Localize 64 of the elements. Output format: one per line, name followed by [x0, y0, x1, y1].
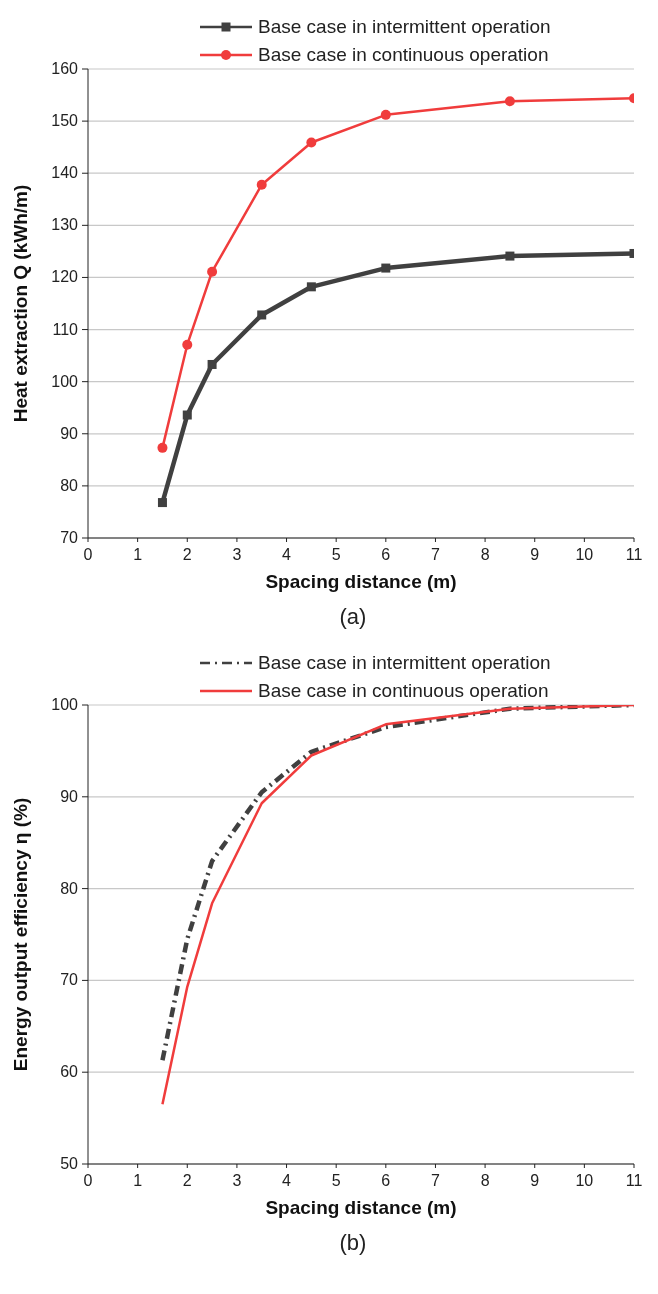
y-tick-label: 140 [51, 164, 79, 182]
y-tick-label: 90 [60, 787, 79, 805]
y-tick-label: 100 [51, 372, 79, 390]
x-tick-label: 0 [83, 546, 93, 563]
x-tick-label: 5 [331, 1172, 341, 1189]
x-axis-title: Spacing distance (m) [265, 1197, 457, 1218]
y-tick-label: 50 [60, 1155, 79, 1172]
point [504, 96, 515, 107]
y-tick-label: 100 [51, 696, 79, 713]
point [256, 179, 267, 190]
x-tick-label: 7 [431, 1172, 440, 1189]
x-tick-label: 1 [133, 1172, 143, 1189]
x-tick-label: 9 [530, 1172, 540, 1189]
text: (a) [338, 604, 368, 630]
x-tick-label: 3 [232, 1172, 242, 1189]
point [207, 266, 218, 277]
point [182, 410, 192, 420]
x-tick-label: 6 [381, 1172, 391, 1189]
x-tick-label: 9 [530, 546, 540, 563]
x-tick-label: 4 [282, 1172, 292, 1189]
point [380, 109, 391, 120]
y-tick-label: 60 [60, 1063, 79, 1081]
x-tick-label: 5 [331, 546, 341, 563]
point [505, 251, 515, 261]
x-axis-title: Spacing distance (m) [265, 571, 457, 592]
point [257, 310, 267, 320]
y-axis-title: Heat extraction Q (kWh/m) [9, 184, 31, 423]
x-tick-label: 10 [575, 1172, 594, 1189]
y-tick-label: 90 [60, 424, 79, 442]
x-tick-label: 4 [282, 546, 292, 563]
x-tick-label: 6 [381, 546, 391, 563]
y-tick-label: 130 [51, 216, 79, 234]
y-tick-label: 70 [60, 529, 79, 546]
x-tick-label: 2 [182, 1172, 192, 1189]
x-tick-label: 7 [431, 546, 440, 563]
point [182, 339, 193, 350]
x-tick-label: 10 [575, 546, 594, 563]
legend-label: Base case in continuous operation [258, 43, 549, 67]
y-tick-label: 80 [60, 476, 79, 494]
x-tick-label: 2 [182, 546, 192, 563]
legend-label: Base case in continuous operation [258, 679, 549, 703]
x-tick-label: 1 [133, 546, 143, 563]
point [306, 137, 317, 148]
point [157, 498, 167, 508]
x-tick-label: 8 [480, 546, 490, 563]
y-tick-label: 80 [60, 879, 79, 897]
y-axis-title: Energy output efficiency η (%) [9, 797, 31, 1072]
y-tick-label: 110 [52, 320, 79, 338]
y-tick-label: 160 [51, 60, 79, 77]
x-tick-label: 3 [232, 546, 242, 563]
point [381, 263, 391, 273]
point [306, 282, 316, 292]
y-tick-label: 70 [60, 971, 79, 989]
text: (b) [338, 1230, 368, 1256]
legend-label: Base case in intermittent operation [258, 15, 551, 39]
x-tick-label: 8 [480, 1172, 490, 1189]
y-tick-label: 150 [51, 112, 79, 130]
x-tick-label: 11 [625, 546, 643, 563]
legend-label: Base case in intermittent operation [258, 651, 551, 675]
x-tick-label: 11 [625, 1172, 643, 1189]
point [157, 442, 168, 453]
y-tick-label: 120 [51, 268, 79, 286]
x-tick-label: 0 [83, 1172, 93, 1189]
point [207, 359, 217, 369]
